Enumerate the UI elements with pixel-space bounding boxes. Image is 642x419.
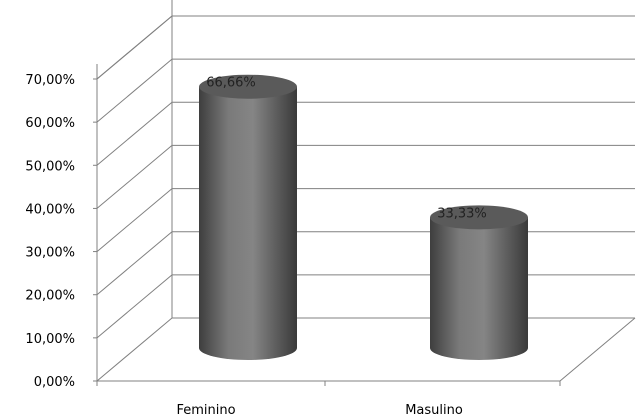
- bar-body: [430, 217, 528, 360]
- bars-layer: [199, 74, 528, 360]
- gridline-side: [96, 58, 173, 123]
- gridline-side: [96, 101, 173, 166]
- gridline-side: [96, 317, 173, 382]
- y-tick-label: 70,00%: [25, 73, 75, 88]
- gridline-side: [96, 145, 173, 209]
- axis-layer: [93, 64, 636, 386]
- gridline-side: [96, 274, 173, 339]
- gridline-side: [96, 188, 173, 252]
- bar-body: [199, 86, 297, 360]
- gridline-side: [96, 231, 173, 296]
- grid-layer: [96, 0, 635, 382]
- y-tick-label: 20,00%: [25, 289, 75, 304]
- bar: [430, 205, 528, 360]
- data-label: 33,33%: [437, 206, 487, 221]
- data-label: 66,66%: [206, 76, 256, 91]
- x-category-label: Feminino: [176, 403, 235, 418]
- y-tick-label: 40,00%: [25, 202, 75, 217]
- labels-layer: 0,00% 10,00% 20,00% 30,00% 40,00% 50,00% 60,00…: [25, 73, 486, 418]
- bar: [199, 74, 297, 360]
- y-tick-label: 10,00%: [25, 332, 75, 347]
- y-tick-label: 50,00%: [25, 159, 75, 174]
- bar-top: [430, 205, 528, 230]
- y-tick-label: 30,00%: [25, 246, 75, 261]
- bar-top: [199, 74, 297, 99]
- floor-edge: [97, 317, 636, 382]
- y-tick-label: 60,00%: [25, 116, 75, 131]
- gridline-side: [96, 15, 173, 80]
- y-tick-label: 0,00%: [34, 375, 75, 390]
- x-category-label: Masulino: [405, 403, 463, 418]
